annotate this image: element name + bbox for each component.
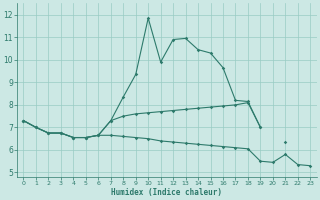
X-axis label: Humidex (Indice chaleur): Humidex (Indice chaleur) (111, 188, 222, 197)
